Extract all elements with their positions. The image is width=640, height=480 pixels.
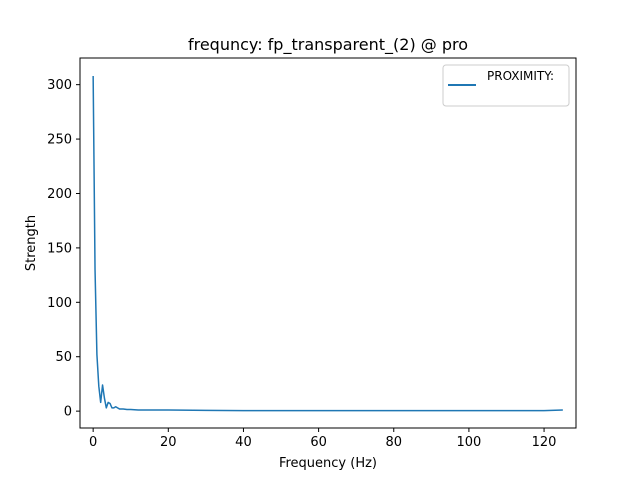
legend-box <box>442 64 570 107</box>
axes-frame <box>79 57 577 429</box>
x-tick-label: 120 <box>532 435 557 450</box>
y-tick-label: 300 <box>47 78 72 93</box>
legend-label: PROXIMITY: <box>487 69 554 83</box>
y-tick-label: 250 <box>47 133 72 148</box>
legend: PROXIMITY: <box>442 64 570 107</box>
series-line-0 <box>92 75 563 412</box>
chart-title: frequncy: fp_transparent_(2) @ pro <box>188 35 468 55</box>
y-axis-label: Strength <box>24 215 39 271</box>
x-tick-label: 60 <box>310 435 327 450</box>
y-tick-label: 100 <box>47 296 72 311</box>
x-tick-label: 0 <box>89 435 97 450</box>
y-tick-label: 50 <box>55 350 72 365</box>
axes: 0 20 40 60 80 100 120 0 50 100 150 200 250 300 <box>47 57 577 450</box>
plot-area <box>92 75 563 412</box>
y-tick-label: 200 <box>47 187 72 202</box>
y-tick-label: 0 <box>64 405 72 420</box>
x-tick-label: 80 <box>385 435 402 450</box>
x-tick-label: 100 <box>456 435 481 450</box>
x-axis-label: Frequency (Hz) <box>279 456 377 471</box>
x-tick-label: 40 <box>235 435 252 450</box>
x-tick-label: 20 <box>160 435 177 450</box>
y-tick-label: 150 <box>47 241 72 256</box>
